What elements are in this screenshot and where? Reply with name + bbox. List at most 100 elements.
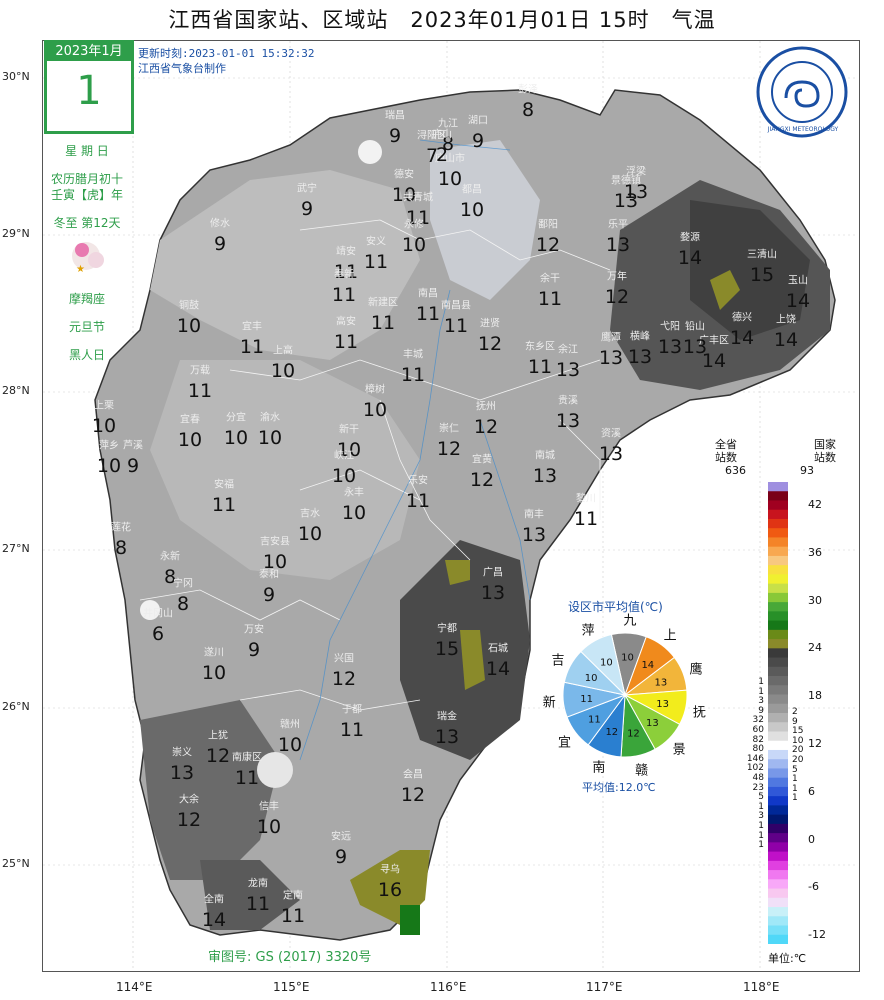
logo-text: JIANGXI METEOROLOGY bbox=[767, 126, 839, 133]
legend-swatch bbox=[768, 879, 788, 890]
station-value: 11 bbox=[363, 251, 389, 273]
station-value: 12 bbox=[469, 469, 495, 491]
station-value: 10 bbox=[176, 315, 202, 337]
province-count: 1 bbox=[758, 821, 764, 831]
legend-swatch bbox=[768, 759, 788, 769]
station-value: 10 bbox=[341, 502, 367, 524]
station-value: 10 bbox=[336, 439, 362, 461]
station-value: 14 bbox=[201, 909, 227, 931]
station-name: 乐安 bbox=[408, 475, 428, 487]
station-value: 12 bbox=[400, 784, 426, 806]
station-name: 东乡区 bbox=[525, 341, 555, 353]
legend-swatch bbox=[768, 823, 788, 834]
station-name: 吉安县 bbox=[260, 536, 290, 548]
station-name: 抚州 bbox=[476, 401, 496, 413]
legend-tick: 24 bbox=[808, 641, 822, 655]
legend-header-province: 全省 站数 636 bbox=[706, 438, 746, 477]
station-name: 鄱阳 bbox=[538, 219, 558, 231]
svg-text:★: ★ bbox=[76, 264, 85, 275]
station-value: 13 bbox=[613, 190, 639, 212]
province-count: 60 bbox=[752, 725, 764, 735]
legend-swatch bbox=[768, 814, 788, 825]
station-value: 11 bbox=[234, 767, 260, 789]
legend-swatch bbox=[768, 583, 788, 594]
pie-slice-value: 10 bbox=[600, 657, 613, 668]
legend-swatch bbox=[768, 509, 788, 520]
station-name: 弋阳 bbox=[660, 321, 680, 333]
legend-tick: -6 bbox=[808, 880, 819, 894]
station-name: 都昌 bbox=[462, 184, 482, 196]
legend-header-province-count: 636 bbox=[725, 464, 746, 477]
station-name: 瑞金 bbox=[437, 711, 457, 723]
pie-slice-value: 13 bbox=[646, 718, 659, 729]
station-name: 广丰区 bbox=[699, 335, 729, 347]
pie-city-label: 上 bbox=[663, 628, 677, 644]
legend-tick: 6 bbox=[808, 784, 815, 798]
station-name: 武宁 bbox=[297, 183, 317, 195]
station-value: 15 bbox=[749, 264, 775, 286]
province-count: 9 bbox=[758, 705, 764, 716]
station-name: 信丰 bbox=[259, 801, 279, 813]
legend-tick: 42 bbox=[808, 498, 822, 511]
station-value: 13 bbox=[682, 336, 708, 358]
station-value: 10 bbox=[401, 234, 427, 256]
station-name: 万年 bbox=[607, 271, 627, 283]
station-name: 九江 bbox=[438, 118, 458, 130]
station-value: 8 bbox=[114, 537, 128, 559]
station-value: 10 bbox=[257, 427, 283, 449]
province-count: 1 bbox=[758, 840, 764, 851]
legend-swatch bbox=[768, 703, 788, 714]
legend-swatch bbox=[768, 666, 788, 677]
station-value: 11 bbox=[333, 331, 359, 353]
station-name: 广昌 bbox=[483, 567, 503, 579]
legend-swatch bbox=[768, 518, 788, 529]
legend-swatch bbox=[768, 611, 788, 622]
station-name: 萍乡 bbox=[99, 440, 119, 452]
province-count: 48 bbox=[752, 773, 764, 783]
legend-swatch bbox=[768, 925, 788, 936]
station-value: 10 bbox=[223, 427, 249, 449]
station-name: 万载 bbox=[190, 365, 210, 377]
legend-tick: 0 bbox=[808, 832, 815, 846]
station-value: 13 bbox=[623, 181, 649, 203]
pie-city-label: 吉 bbox=[551, 653, 565, 669]
legend-swatch bbox=[768, 555, 788, 566]
station-value: 12 bbox=[176, 809, 202, 831]
holiday-2: 黑人日 bbox=[68, 348, 105, 362]
station-value: 11 bbox=[370, 312, 396, 334]
province-count: 3 bbox=[758, 811, 764, 822]
province-count: 102 bbox=[746, 763, 764, 774]
station-value: 9 bbox=[262, 584, 276, 606]
station-name: 靖安 bbox=[336, 246, 356, 258]
station-value: 12 bbox=[535, 234, 561, 256]
station-name: 黎川 bbox=[576, 493, 596, 505]
station-value: 11 bbox=[527, 356, 553, 378]
station-name: 吉水 bbox=[300, 508, 320, 520]
pie-city-label: 南 bbox=[592, 760, 606, 776]
station-name: 进贤 bbox=[480, 318, 500, 330]
station-value: 10 bbox=[362, 399, 388, 421]
station-name: 浔阳区 bbox=[417, 130, 447, 142]
station-value: 10 bbox=[437, 168, 463, 190]
station-value: 13 bbox=[598, 347, 624, 369]
legend-swatch bbox=[768, 870, 788, 880]
pie-slice-value: 10 bbox=[621, 653, 634, 664]
station-name: 铅山 bbox=[685, 321, 705, 333]
province-count: 1 bbox=[758, 801, 764, 812]
station-name: 崇义 bbox=[172, 747, 192, 759]
station-name: 铜鼓 bbox=[179, 300, 199, 312]
legend-swatch bbox=[768, 592, 788, 603]
station-value: 9 bbox=[388, 125, 402, 147]
station-name: 余干 bbox=[540, 273, 560, 285]
station-name: 寻乌 bbox=[380, 864, 400, 876]
zodiac-sign: 摩羯座 bbox=[68, 292, 105, 306]
station-name: 遂川 bbox=[204, 647, 224, 659]
temperature-legend bbox=[768, 482, 788, 944]
station-name: 龙南 bbox=[248, 878, 268, 890]
station-value: 7 bbox=[425, 145, 439, 167]
station-value: 12 bbox=[477, 333, 503, 355]
legend-swatch bbox=[768, 685, 788, 696]
station-value: 10 bbox=[459, 199, 485, 221]
station-name: 永丰 bbox=[344, 487, 364, 499]
